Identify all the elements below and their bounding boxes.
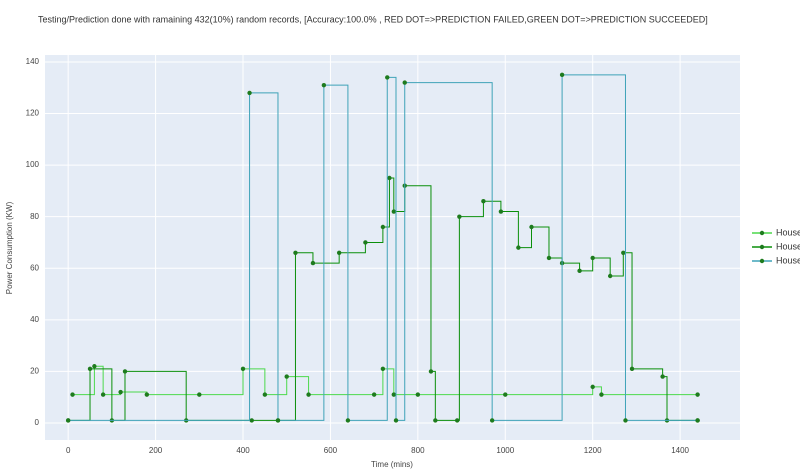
y-tick-label: 80 bbox=[30, 212, 39, 221]
data-point bbox=[559, 72, 565, 78]
x-tick-label: 200 bbox=[149, 446, 163, 455]
data-point bbox=[546, 255, 552, 261]
y-tick-label: 60 bbox=[30, 263, 39, 272]
data-point bbox=[122, 369, 128, 374]
data-point bbox=[310, 260, 316, 266]
data-point bbox=[293, 250, 298, 255]
x-tick-label: 1400 bbox=[671, 446, 689, 455]
x-tick-label: 1200 bbox=[584, 446, 602, 455]
data-point bbox=[695, 418, 700, 423]
data-point bbox=[380, 224, 386, 230]
data-point bbox=[284, 374, 289, 379]
data-point bbox=[454, 418, 460, 423]
data-point bbox=[695, 392, 700, 397]
data-point bbox=[629, 366, 635, 372]
legend-label: House 1 bbox=[776, 227, 800, 237]
data-point bbox=[306, 392, 311, 397]
data-point bbox=[433, 418, 438, 423]
data-point bbox=[345, 418, 351, 423]
legend-label: House 3 bbox=[776, 241, 800, 251]
x-tick-label: 1000 bbox=[496, 446, 514, 455]
data-point bbox=[590, 255, 595, 261]
data-point bbox=[516, 245, 521, 250]
data-point bbox=[336, 250, 342, 255]
legend-marker bbox=[759, 258, 765, 264]
data-point bbox=[415, 392, 421, 397]
data-point bbox=[247, 90, 252, 96]
data-point bbox=[100, 392, 106, 397]
data-point bbox=[599, 392, 604, 397]
data-point bbox=[92, 364, 97, 369]
data-point bbox=[393, 418, 399, 423]
data-point bbox=[118, 389, 123, 395]
x-tick-label: 600 bbox=[324, 446, 338, 455]
x-axis-label: Time (mins) bbox=[371, 460, 413, 469]
data-point bbox=[621, 250, 626, 255]
data-point bbox=[577, 268, 582, 274]
data-point bbox=[70, 392, 75, 397]
data-point bbox=[428, 369, 434, 374]
data-point bbox=[498, 209, 504, 214]
series-line bbox=[68, 74, 698, 421]
y-tick-label: 100 bbox=[26, 160, 40, 169]
x-tick-label: 400 bbox=[236, 446, 250, 455]
y-tick-label: 20 bbox=[30, 367, 39, 376]
plot-background bbox=[45, 55, 740, 440]
data-point bbox=[385, 75, 390, 80]
data-point bbox=[402, 80, 407, 85]
y-tick-label: 40 bbox=[30, 315, 39, 324]
series-line bbox=[72, 365, 698, 396]
data-point bbox=[240, 366, 246, 372]
y-tick-label: 120 bbox=[26, 109, 40, 118]
data-point bbox=[503, 392, 508, 397]
data-point bbox=[87, 366, 93, 372]
y-tick-label: 0 bbox=[35, 418, 40, 427]
data-point bbox=[660, 374, 665, 379]
data-point bbox=[457, 214, 462, 219]
data-point bbox=[387, 175, 392, 181]
data-point bbox=[321, 82, 327, 88]
y-axis-label: Power Consumption (KW) bbox=[5, 201, 14, 294]
data-point bbox=[197, 392, 202, 397]
chart-title: Testing/Prediction done with ramaining 4… bbox=[38, 14, 708, 24]
x-tick-label: 800 bbox=[411, 446, 425, 455]
data-point bbox=[380, 366, 386, 372]
data-point bbox=[391, 209, 397, 214]
data-point bbox=[275, 418, 281, 423]
data-point bbox=[249, 418, 254, 423]
legend-marker bbox=[759, 230, 765, 236]
data-point bbox=[481, 199, 486, 204]
data-point bbox=[607, 273, 613, 279]
data-point bbox=[623, 418, 628, 423]
data-point bbox=[363, 240, 368, 245]
data-point bbox=[391, 392, 397, 397]
data-point bbox=[262, 392, 268, 397]
x-tick-label: 0 bbox=[66, 446, 71, 455]
data-point bbox=[65, 418, 71, 423]
data-point bbox=[489, 418, 495, 423]
data-point bbox=[144, 392, 150, 397]
y-tick-label: 140 bbox=[26, 57, 40, 66]
data-point bbox=[590, 384, 595, 390]
data-point bbox=[529, 224, 534, 230]
legend-label: House 2 bbox=[776, 255, 800, 265]
legend-marker bbox=[759, 244, 765, 250]
data-point bbox=[371, 392, 377, 397]
